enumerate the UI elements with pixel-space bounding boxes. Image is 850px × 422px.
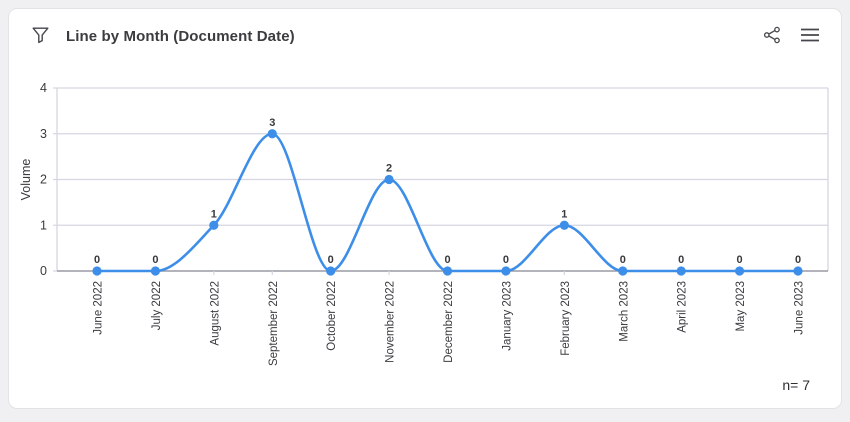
data-point-label: 0 (795, 254, 801, 266)
x-tick-label: September 2022 (268, 281, 280, 366)
chart-header: Line by Month (Document Date) (9, 9, 841, 49)
data-point[interactable] (209, 220, 219, 230)
filter-icon (32, 27, 49, 47)
data-point-label: 0 (678, 254, 684, 266)
data-point-label: 0 (503, 254, 509, 266)
data-point[interactable] (150, 266, 161, 276)
share-icon (763, 26, 781, 47)
x-tick-label: February 2023 (560, 281, 572, 356)
y-tick-label: 1 (40, 218, 47, 232)
data-point[interactable] (267, 129, 277, 139)
data-point[interactable] (501, 266, 511, 276)
x-tick-label: June 2023 (794, 281, 806, 335)
data-point[interactable] (559, 220, 569, 230)
data-point[interactable] (793, 266, 803, 276)
line-series (95, 132, 800, 273)
data-point-label: 0 (152, 254, 158, 266)
x-tick-label: April 2023 (677, 281, 689, 333)
data-point[interactable] (384, 174, 394, 185)
data-point[interactable] (442, 266, 453, 276)
x-tick-label: July 2022 (151, 281, 163, 330)
x-tick-label: December 2022 (443, 281, 455, 363)
y-tick-label: 0 (40, 264, 47, 278)
data-point-label: 2 (386, 163, 392, 175)
hamburger-menu-icon (801, 28, 819, 45)
data-point-label: 0 (94, 254, 100, 266)
x-tick-label: October 2022 (326, 281, 338, 351)
data-point-label: 3 (269, 117, 275, 129)
data-point-label: 0 (444, 254, 450, 266)
x-tick-label: November 2022 (385, 281, 397, 363)
n-count-label: n= 7 (782, 377, 810, 393)
data-point-label: 0 (328, 254, 334, 266)
x-tick-label: May 2023 (735, 281, 747, 332)
data-point-label: 1 (561, 208, 567, 220)
x-tick-label: January 2023 (501, 281, 513, 351)
y-tick-label: 3 (40, 127, 47, 141)
data-point[interactable] (618, 266, 628, 276)
x-tick-label: June 2022 (93, 281, 105, 335)
data-point[interactable] (92, 266, 102, 276)
y-tick-label: 2 (40, 173, 47, 187)
y-axis-title: Volume (19, 159, 33, 201)
chart-title: Line by Month (Document Date) (66, 28, 295, 45)
data-point-label: 0 (620, 254, 626, 266)
data-point[interactable] (676, 266, 686, 276)
y-tick-label: 4 (40, 81, 47, 95)
data-point-label: 1 (211, 208, 217, 220)
x-tick-label: August 2022 (209, 281, 221, 346)
data-point[interactable] (326, 266, 336, 276)
data-point[interactable] (734, 266, 745, 276)
data-point-label: 0 (737, 254, 743, 266)
filter-button[interactable] (30, 25, 51, 49)
share-button[interactable] (761, 24, 783, 49)
menu-button[interactable] (799, 26, 821, 47)
x-tick-label: March 2023 (618, 281, 630, 342)
chart-card: Line by Month (Document Date) (8, 8, 842, 409)
